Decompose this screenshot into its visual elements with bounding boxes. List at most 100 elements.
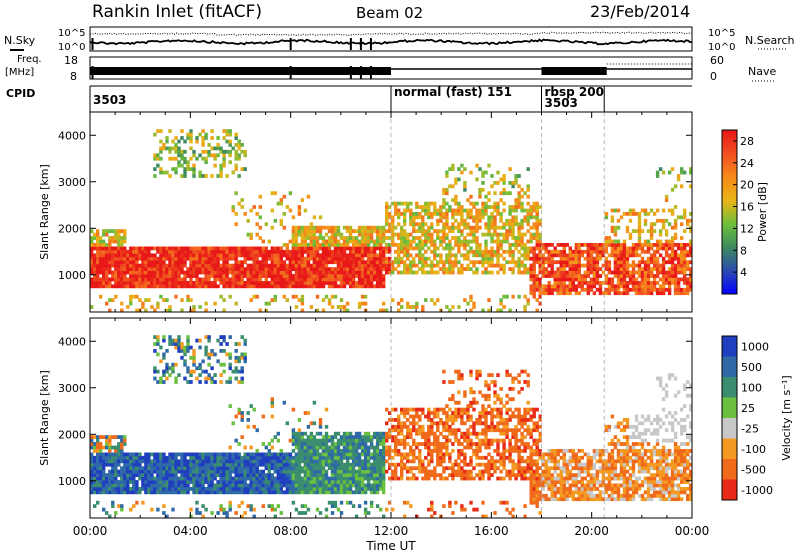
data-cell [237, 253, 241, 258]
data-cell [595, 246, 600, 251]
data-cell [535, 222, 539, 227]
data-cell [162, 352, 166, 357]
data-cell [306, 232, 311, 237]
data-cell [198, 466, 202, 471]
data-cell [673, 277, 678, 282]
data-cell [114, 466, 118, 471]
data-cell [339, 263, 344, 268]
data-cell [231, 277, 235, 282]
data-cell [96, 243, 100, 247]
data-cell [433, 263, 437, 268]
data-cell [333, 442, 338, 446]
data-cell [643, 287, 648, 292]
data-cell [388, 229, 392, 233]
data-cell [318, 418, 323, 422]
data-cell [153, 376, 157, 381]
data-cell [357, 490, 362, 495]
data-cell [487, 263, 491, 268]
data-cell [686, 249, 690, 254]
data-cell [276, 487, 280, 491]
data-cell [117, 267, 121, 271]
data-cell [228, 504, 232, 508]
data-cell [547, 284, 551, 289]
data-cell [680, 236, 684, 240]
data-cell [201, 459, 205, 464]
data-cell [108, 490, 112, 495]
data-cell [354, 480, 359, 484]
data-cell [318, 452, 323, 457]
data-cell [276, 249, 280, 254]
data-cell [126, 249, 130, 254]
data-cell [120, 263, 124, 268]
data-cell [285, 246, 289, 251]
data-cell [198, 473, 202, 477]
data-cell [306, 281, 311, 285]
data-cell [412, 236, 416, 240]
data-cell [646, 277, 651, 282]
data-cell [207, 487, 211, 491]
data-cell [210, 281, 214, 285]
data-cell [520, 194, 524, 199]
data-cell [105, 435, 109, 439]
data-cell [517, 201, 521, 206]
data-cell [312, 469, 317, 474]
data-cell [189, 256, 193, 261]
data-cell [538, 256, 542, 261]
data-cell [207, 267, 211, 271]
data-cell [294, 263, 299, 268]
data-cell [661, 170, 666, 175]
data-cell [198, 459, 202, 464]
data-cell [442, 191, 446, 196]
data-cell [162, 473, 166, 477]
data-cell [132, 504, 136, 508]
data-cell [351, 442, 356, 446]
data-cell [342, 263, 347, 268]
data-cell [228, 249, 232, 254]
data-cell [321, 473, 326, 477]
data-cell [613, 229, 618, 233]
data-cell [460, 253, 464, 258]
data-cell [406, 249, 410, 254]
data-cell [135, 462, 139, 467]
data-cell [315, 249, 320, 254]
data-cell [496, 208, 500, 213]
data-cell [595, 243, 600, 247]
data-cell [192, 359, 196, 364]
data-cell [111, 246, 115, 251]
data-cell [132, 277, 136, 282]
data-cell [219, 507, 223, 512]
data-cell [267, 301, 271, 306]
data-cell [345, 438, 350, 443]
data-cell [162, 373, 166, 377]
data-cell [667, 243, 672, 247]
data-cell [90, 239, 94, 244]
data-cell [174, 473, 178, 477]
data-cell [418, 267, 422, 271]
data-cell [643, 284, 648, 289]
data-cell [333, 225, 338, 230]
data-cell [315, 490, 320, 495]
data-cell [180, 490, 184, 495]
data-cell [397, 270, 401, 275]
data-cell [300, 294, 305, 299]
data-cell [273, 270, 277, 275]
data-cell [258, 480, 262, 484]
data-cell [680, 184, 684, 189]
data-cell [427, 263, 431, 268]
data-cell [613, 249, 618, 254]
data-cell [553, 246, 557, 251]
data-cell [108, 243, 112, 247]
data-cell [264, 308, 268, 313]
data-cell [610, 229, 615, 233]
data-cell [517, 236, 521, 240]
data-cell [336, 487, 341, 491]
data-cell [174, 376, 178, 381]
data-cell [619, 277, 624, 282]
data-cell [339, 243, 344, 247]
data-cell [424, 201, 428, 206]
data-cell [189, 136, 193, 140]
data-cell [135, 308, 139, 313]
data-cell [279, 455, 283, 460]
data-cell [174, 284, 178, 289]
data-cell [231, 490, 235, 495]
